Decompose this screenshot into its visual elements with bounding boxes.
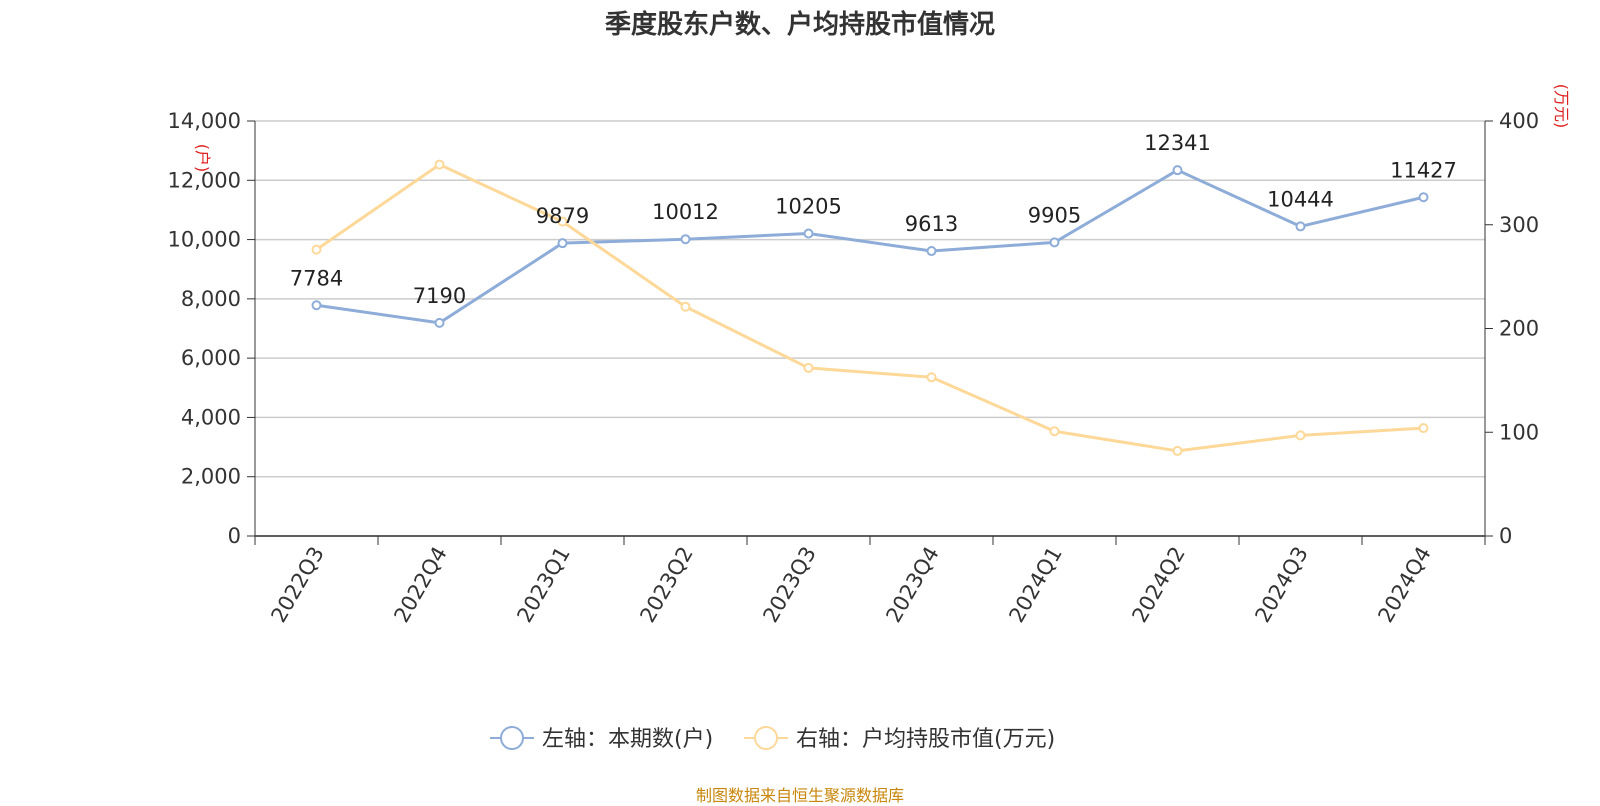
- data-point: [311, 244, 322, 255]
- x-tick-label: 2023Q3: [758, 543, 820, 627]
- series-line: [315, 163, 1424, 453]
- data-label: 12341: [1144, 131, 1211, 155]
- data-point: [680, 301, 691, 312]
- left-tick-label: 0: [228, 524, 241, 548]
- x-tick-label: 2024Q2: [1127, 543, 1189, 627]
- data-point: [803, 362, 814, 373]
- right-tick-label: 400: [1499, 109, 1539, 133]
- data-point: [434, 317, 445, 328]
- data-label: 7190: [413, 284, 466, 308]
- data-point: [1295, 221, 1306, 232]
- data-point: [1172, 445, 1183, 456]
- series-line: [316, 168, 1424, 325]
- data-label: 7784: [290, 266, 343, 290]
- source-note: 制图数据来自恒生聚源数据库: [695, 786, 904, 805]
- legend-marker: [754, 726, 778, 750]
- x-tick-label: 2024Q1: [1004, 543, 1066, 627]
- data-point: [311, 300, 322, 311]
- right-tick-label: 300: [1499, 213, 1539, 237]
- legend-label: 左轴：本期数(户): [542, 727, 713, 752]
- axes: (户) (万元): [193, 84, 1571, 537]
- legend: 左轴：本期数(户) 右轴：户均持股市值(万元): [490, 726, 1055, 752]
- right-axis-ticks: 0 100 200 300 400: [1485, 109, 1539, 548]
- right-axis-unit: (万元): [1552, 84, 1571, 129]
- left-tick-label: 2,000: [181, 465, 241, 489]
- data-point: [803, 228, 814, 239]
- left-tick-label: 12,000: [168, 168, 241, 192]
- data-labels: 7784 7190 9879 10012 10205 9613 9905 12341 10444…: [290, 131, 1457, 308]
- data-point: [1049, 237, 1060, 248]
- left-axis-unit: (户): [193, 144, 212, 173]
- x-tick-label: 2023Q4: [881, 543, 943, 627]
- series-layer: [311, 159, 1429, 456]
- line-chart: (户) (万元) 0 2,000 4,000 6,000 8,000 10,000 12,00…: [168, 84, 1571, 752]
- chart-title: 季度股东户数、户均持股市值情况: [604, 10, 995, 40]
- left-tick-label: 14,000: [168, 109, 241, 133]
- data-point: [926, 246, 937, 257]
- data-label: 9905: [1028, 203, 1081, 227]
- right-tick-label: 100: [1499, 420, 1539, 444]
- x-tick-label: 2024Q3: [1250, 543, 1312, 627]
- grid-lines: [255, 120, 1485, 537]
- x-tick-label: 2023Q1: [512, 543, 574, 627]
- data-label: 9879: [536, 204, 589, 228]
- left-tick-label: 10,000: [168, 228, 241, 252]
- right-tick-label: 0: [1499, 524, 1512, 548]
- left-tick-label: 6,000: [181, 346, 241, 370]
- x-tick-label: 2022Q3: [266, 543, 328, 627]
- data-label: 9613: [905, 212, 958, 236]
- data-point: [557, 238, 568, 249]
- x-axis-ticks: 2022Q3 2022Q4 2023Q1 2023Q2 2023Q3 2023Q4 2024…: [254, 536, 1486, 627]
- legend-marker: [500, 726, 524, 750]
- data-point: [1418, 423, 1429, 434]
- data-point: [1172, 165, 1183, 176]
- data-point: [1049, 426, 1060, 437]
- data-point: [1295, 430, 1306, 441]
- data-point: [557, 216, 568, 227]
- x-tick-label: 2024Q4: [1373, 543, 1435, 627]
- data-point: [434, 159, 445, 170]
- x-tick-label: 2023Q2: [635, 543, 697, 627]
- data-point: [926, 372, 937, 383]
- data-label: 11427: [1390, 158, 1457, 182]
- data-label: 10444: [1267, 187, 1334, 211]
- data-label: 10205: [775, 194, 842, 218]
- data-point: [680, 234, 691, 245]
- x-tick-label: 2022Q4: [389, 543, 451, 627]
- right-tick-label: 200: [1499, 317, 1539, 341]
- data-label: 10012: [652, 200, 719, 224]
- data-point: [1418, 192, 1429, 203]
- left-tick-label: 8,000: [181, 287, 241, 311]
- left-tick-label: 4,000: [181, 405, 241, 429]
- legend-label: 右轴：户均持股市值(万元): [796, 727, 1055, 752]
- left-axis-ticks: 0 2,000 4,000 6,000 8,000 10,000 12,000 14,000: [168, 109, 255, 548]
